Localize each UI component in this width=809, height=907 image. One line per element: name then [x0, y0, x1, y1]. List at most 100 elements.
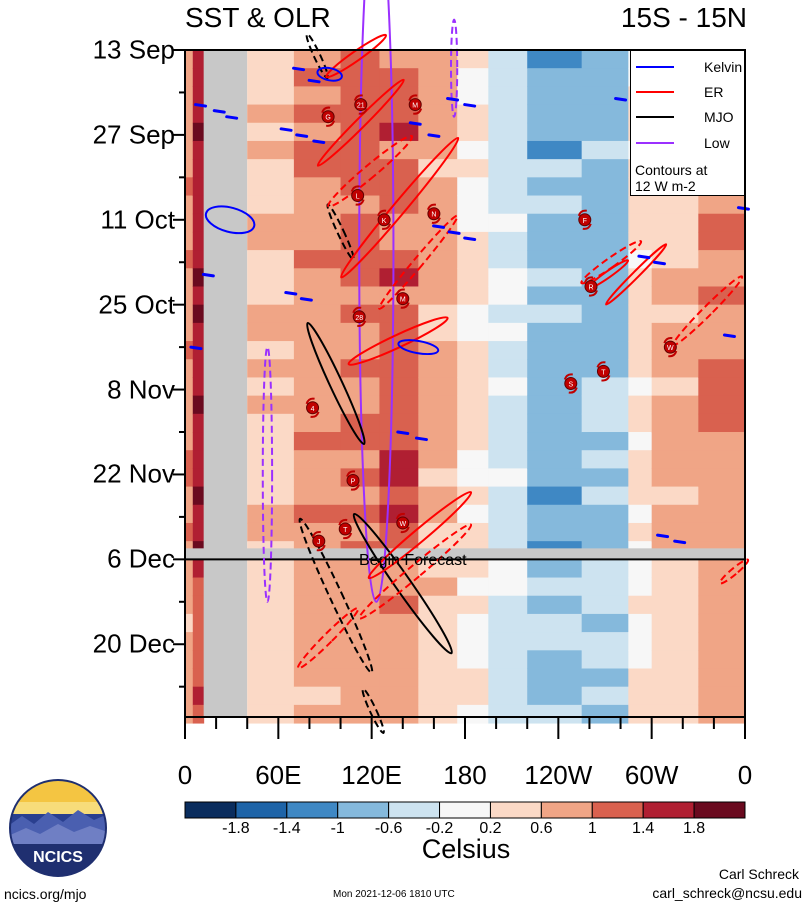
sst-cell	[192, 450, 205, 469]
colorbar-swatch	[235, 801, 288, 819]
sst-cell	[185, 50, 194, 69]
cyclone-marker: J	[311, 531, 326, 552]
sst-cell	[247, 231, 295, 251]
sst-cell	[457, 68, 489, 87]
sst-cell	[418, 359, 458, 378]
sst-cell	[418, 304, 458, 324]
cyclone-body	[352, 310, 366, 324]
sst-cell	[651, 359, 699, 378]
sst-cell	[293, 140, 342, 160]
sst-cell	[457, 413, 489, 433]
sst-cell	[379, 250, 419, 269]
sst-cell	[581, 504, 629, 524]
contour-er	[358, 523, 473, 620]
x-tick-label: 60E	[255, 760, 302, 790]
sst-cell	[293, 650, 342, 669]
sst-cell	[698, 250, 746, 269]
sst-cell	[247, 304, 295, 324]
sst-cell	[247, 50, 295, 69]
sst-cell	[488, 413, 528, 433]
sst-cell	[581, 486, 629, 506]
sst-cell	[379, 613, 419, 633]
sst-cell	[651, 377, 699, 397]
sst-cell	[527, 486, 583, 506]
sst-cell	[379, 304, 419, 324]
sst-cell	[488, 86, 528, 106]
sst-cell	[293, 177, 342, 197]
forecast-band	[185, 548, 745, 560]
sst-cell	[185, 359, 194, 378]
sst-cell	[247, 577, 295, 597]
sst-cell	[185, 432, 194, 451]
sst-cell	[698, 559, 746, 579]
sst-cell	[581, 686, 629, 706]
cyclone-body	[396, 292, 410, 306]
x-tick-label: 0	[737, 760, 753, 790]
sst-cell	[488, 159, 528, 178]
sst-cell	[293, 486, 342, 506]
sst-cell	[698, 613, 746, 633]
sst-cell	[628, 504, 653, 524]
sst-cell	[457, 122, 489, 142]
site-url[interactable]: ncics.org/mjo	[4, 886, 87, 902]
sst-cell	[379, 559, 419, 579]
cyclone-label: 21	[357, 103, 365, 110]
sst-cell	[527, 359, 583, 378]
sst-cell	[185, 286, 194, 306]
sst-cell	[418, 450, 458, 469]
sst-cell	[185, 686, 194, 706]
sst-cell	[527, 595, 583, 615]
sst-cell	[247, 468, 295, 488]
kelvin-dash	[307, 78, 321, 84]
sst-cell	[185, 613, 194, 633]
cyclone-body	[338, 522, 352, 536]
cyclone-markers: 21 M G L K N F R M 28 W T S 4 P W T J	[305, 94, 678, 552]
sst-cell	[581, 468, 629, 488]
sst-cell	[185, 195, 194, 215]
sst-cell	[581, 668, 629, 688]
cyclone-arm	[316, 544, 326, 552]
cyclone-arm	[577, 209, 587, 217]
sst-cell	[698, 304, 746, 324]
sst-cell	[247, 613, 295, 633]
sst-cell	[488, 341, 528, 360]
sst-cell	[527, 50, 583, 69]
sst-cell	[628, 468, 653, 488]
cyclone-label: S	[568, 382, 573, 389]
sst-cell	[527, 704, 583, 724]
sst-cell	[457, 704, 489, 724]
cyclone-label: M	[400, 297, 406, 304]
cyclone-arm	[601, 375, 611, 382]
cyclone-label: T	[601, 369, 606, 376]
sst-cell	[651, 632, 699, 651]
y-tick-label: 25 Oct	[98, 289, 175, 320]
sst-cell	[185, 413, 194, 433]
cyclone-marker: G	[321, 106, 336, 127]
sst-cell	[698, 341, 746, 360]
sst-cell	[192, 686, 205, 706]
land-column	[203, 50, 248, 717]
sst-cell	[192, 140, 205, 160]
sst-cell	[527, 577, 583, 597]
y-tick-label: 20 Dec	[92, 628, 175, 659]
sst-cell	[581, 68, 629, 87]
sst-cell	[185, 668, 194, 688]
cyclone-marker: L	[350, 185, 365, 206]
sst-cell	[581, 50, 629, 69]
sst-cell	[581, 559, 629, 579]
contour-er	[296, 606, 360, 670]
sst-cell	[247, 159, 295, 178]
cyclone-body	[584, 279, 598, 293]
author-email[interactable]: carl_schreck@ncsu.edu	[652, 885, 802, 901]
sst-cell	[192, 286, 205, 306]
sst-cell	[192, 250, 205, 269]
legend-low-line	[636, 142, 674, 144]
sst-cell	[185, 704, 194, 724]
y-tick-label: 8 Nov	[107, 374, 175, 405]
sst-cell	[185, 395, 194, 415]
forecast-divider	[185, 548, 745, 561]
cyclone-body	[346, 474, 360, 488]
sst-cell	[698, 704, 746, 724]
sst-cell	[698, 504, 746, 524]
kelvin-dash	[652, 260, 666, 266]
